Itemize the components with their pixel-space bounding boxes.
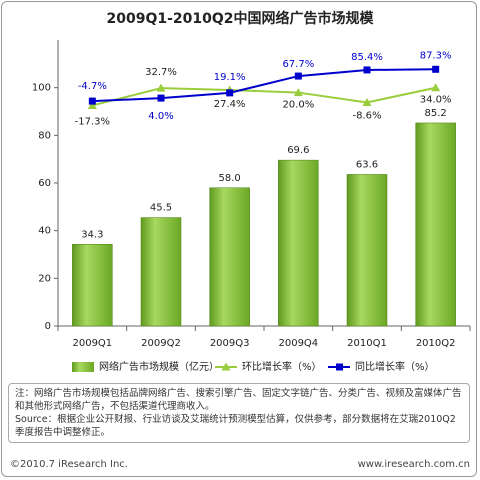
- legend-marker: [336, 363, 343, 371]
- marker: [431, 83, 441, 92]
- point-label: 34.0%: [420, 95, 452, 106]
- point-label: 67.7%: [282, 59, 314, 70]
- legend-marker: [221, 362, 231, 371]
- marker: [294, 72, 302, 80]
- bar-label: 45.5: [150, 203, 172, 214]
- point-label: 85.4%: [351, 52, 383, 63]
- legend-label: 网络广告市场规模（亿元）: [99, 360, 219, 373]
- y-tick-label: 60: [38, 178, 51, 189]
- point-label: -4.7%: [78, 81, 107, 92]
- bar-label: 63.6: [356, 159, 378, 170]
- marker: [87, 100, 97, 109]
- y-tick-label: 0: [45, 321, 51, 332]
- bar-label: 69.6: [287, 145, 309, 156]
- marker: [156, 83, 166, 92]
- bar: [278, 159, 319, 327]
- point-label: 32.7%: [145, 67, 177, 78]
- footer: ©2010.7 iResearch Inc. www.iresearch.com…: [10, 459, 470, 470]
- copyright: ©2010.7 iResearch Inc.: [10, 459, 128, 470]
- marker: [363, 66, 371, 74]
- point-label: 20.0%: [282, 100, 314, 111]
- line: [92, 68, 436, 103]
- chart-title: 2009Q1-2010Q2中国网络广告市场规模: [106, 10, 374, 27]
- source: Source：根据企业公开财报、行业访谈及艾瑞统计预测模型估算，仅供参考，部分数…: [15, 414, 456, 438]
- notes: 注：网络广告市场规模包括品牌网络广告、搜索引擎广告、固定文字链广告、分类广告、视…: [8, 383, 470, 443]
- website: www.iresearch.com.cn: [357, 459, 470, 470]
- bar-label: 85.2: [425, 108, 447, 119]
- note: 注：网络广告市场规模包括品牌网络广告、搜索引擎广告、固定文字链广告、分类广告、视…: [15, 388, 462, 412]
- bar: [140, 217, 182, 327]
- point-label: 19.1%: [214, 72, 246, 83]
- marker: [293, 88, 303, 97]
- x-tick-label: 2010Q1: [347, 338, 387, 349]
- marker: [88, 97, 96, 105]
- point-label: -17.3%: [75, 116, 110, 127]
- point-label: 4.0%: [148, 111, 173, 122]
- y-tick-label: 100: [32, 83, 51, 94]
- legend-label: 同比增长率（%）: [355, 360, 435, 373]
- marker: [432, 65, 440, 73]
- marker: [157, 94, 165, 102]
- legend-label: 环比增长率（%）: [242, 360, 322, 373]
- x-tick-label: 2009Q1: [72, 338, 112, 349]
- point-label: 87.3%: [420, 50, 452, 61]
- bar: [72, 244, 113, 327]
- legend-swatch: [72, 362, 94, 372]
- point-label: 27.4%: [214, 99, 246, 110]
- y-tick-label: 20: [38, 273, 51, 284]
- x-tick-label: 2010Q2: [416, 338, 456, 349]
- bar: [415, 122, 456, 327]
- x-tick-label: 2009Q2: [141, 338, 181, 349]
- chart: 2009Q1-2010Q2中国网络广告市场规模 0 20 40 60 80 100 2009…: [32, 10, 471, 373]
- x-tick-label: 2009Q4: [278, 338, 318, 349]
- bar: [209, 187, 250, 327]
- y-tick-label: 80: [38, 130, 51, 141]
- line: [92, 86, 436, 107]
- bar-label: 58.0: [219, 173, 241, 184]
- bar-label: 34.3: [81, 229, 103, 240]
- x-tick-label: 2009Q3: [210, 338, 250, 349]
- marker: [362, 97, 372, 106]
- point-label: -8.6%: [352, 110, 381, 121]
- bar: [346, 174, 388, 327]
- marker: [226, 89, 234, 97]
- y-tick-label: 40: [38, 226, 51, 237]
